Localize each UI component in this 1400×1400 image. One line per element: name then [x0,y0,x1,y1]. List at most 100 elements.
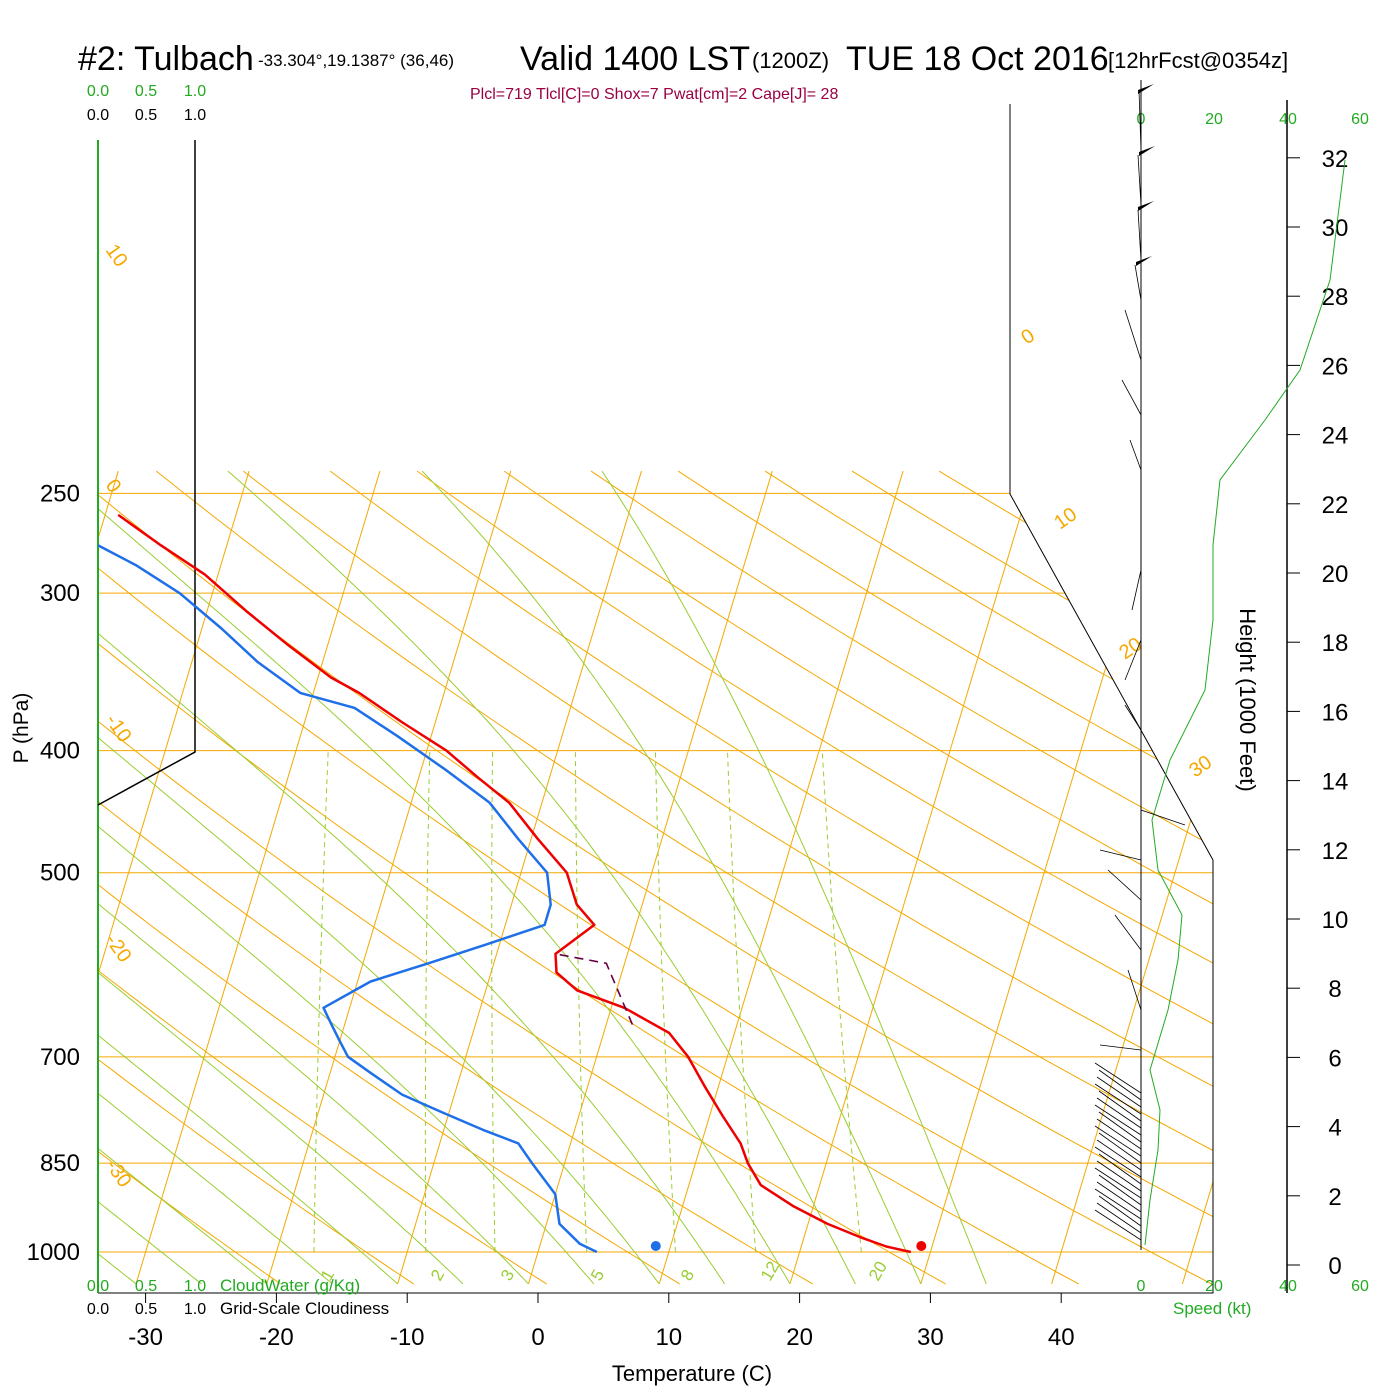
plot-frame [97,104,1214,1294]
height-tick-label: 12 [1322,838,1349,865]
speed-tick-label: 20 [1205,1278,1223,1295]
height-tick-label: 10 [1322,907,1349,934]
x-tick-label: 0 [531,1324,544,1351]
isotherm-line [135,470,381,1285]
height-tick-label: 8 [1328,976,1341,1003]
valid-time: Valid 1400 LST [520,40,750,78]
plot-border [98,104,1214,1294]
cloud-tick-label: 1.0 [184,1278,206,1295]
background-lines [98,470,1213,1285]
wind-barb [1094,1104,1142,1136]
wind-barb [1094,1125,1142,1157]
moist-adiabat-line [98,470,268,1285]
moist-adiabat-line [98,470,791,1285]
wind-barb [1124,639,1142,681]
wind-barb [1131,569,1142,611]
wind-barb [1098,1174,1142,1206]
pressure-tick-label: 1000 [27,1239,80,1266]
dry-adiabat-line [98,470,1213,1285]
isotherm-line [527,470,773,1285]
moist-adiabat-line [98,470,595,1285]
dry-adiabat-line [98,470,414,1285]
speed-tick-label: 40 [1279,111,1297,128]
height-tick-label: 16 [1322,699,1349,726]
wind-barb [1096,1076,1142,1108]
dry-adiabat-line [155,470,1213,1285]
x-tick-label: -20 [259,1324,294,1351]
dry-adiabat-line [98,470,281,1285]
moist-adiabat-line [98,470,333,1285]
dry-adiabat-line [98,470,813,1285]
speed-tick-label: 60 [1351,1278,1369,1295]
sounding-series [98,513,927,1254]
station-title: #2: Tulbach [78,40,254,78]
cloud-tick-label: 0.5 [135,1278,157,1295]
x-tick-label: 20 [786,1324,813,1351]
cloud-tick-label: 1.0 [184,107,206,124]
dry-adiabat-line [98,470,547,1285]
wind-barb [1137,209,1142,261]
cloud-tick-label: 0.5 [135,107,157,124]
height-tick-label: 18 [1322,630,1349,657]
wind-barb-flag [1139,146,1155,156]
parcel-line [555,953,634,1025]
height-tick-label: 22 [1322,492,1349,519]
wind-barb [1098,1195,1142,1227]
cloudiness-profile [97,140,196,806]
dry-adiabat-line [503,470,1213,1285]
wind-barb [1098,1111,1142,1143]
wind-barb [1129,439,1142,471]
wind-barb [1098,1132,1142,1164]
isotherm-line [658,470,904,1285]
isotherm-line [789,470,1035,1285]
wind-barb [1098,1090,1142,1122]
wind-barb [1094,1083,1142,1115]
x-tick-label: -30 [128,1324,163,1351]
cloud-tick-label: 0.0 [87,107,109,124]
wind-barb [1138,89,1142,151]
moist-adiabat-line [227,470,856,1285]
moist-adiabat-line [98,470,398,1285]
wind-barb [1096,1118,1142,1150]
wind-barb-flag [1136,256,1152,266]
dry-adiabat-line [329,470,1213,1285]
dewpoint-line [98,513,598,1254]
valid-date: TUE 18 Oct 2016 [846,40,1109,78]
moist-adiabat-line [98,470,660,1285]
speed-tick-label: 60 [1351,111,1369,128]
x-tick-label: 10 [655,1324,682,1351]
wind-barb [1099,1044,1142,1051]
cloud-tick-label: 0.0 [87,1278,109,1295]
wind-barb [1127,969,1142,1011]
wind-barb [1099,849,1142,861]
isotherm-line [266,470,512,1285]
height-tick-label: 4 [1328,1115,1341,1142]
wind-barb [1134,264,1142,301]
wind-barb [1137,154,1142,206]
mixing-ratio-line [654,750,676,1253]
height-tick-label: 6 [1328,1045,1341,1072]
sounding-indices: Plcl=719 Tlcl[C]=0 Shox=7 Pwat[cm]=2 Cap… [470,86,838,103]
wind-barb [1096,1139,1142,1171]
wind-barb [1096,1097,1142,1129]
mixing-ratio-line [821,750,862,1253]
moist-adiabat-line [98,470,202,1285]
dry-adiabat-line [677,470,1213,1285]
forecast-info: [12hrFcst@0354z] [1108,48,1288,73]
wind-barb [1096,1202,1142,1234]
surface-dewpoint-point [650,1241,661,1251]
moist-adiabat-line [98,470,529,1285]
cloud-water-label: CloudWater (g/Kg) [220,1276,360,1295]
height-tick-label: 24 [1322,423,1349,450]
cloudiness-label: Grid-Scale Cloudiness [220,1299,389,1318]
x-tick-label: 30 [917,1324,944,1351]
pressure-tick-label: 850 [40,1150,80,1177]
height-tick-label: 2 [1328,1184,1341,1211]
speed-tick-label: 20 [1205,111,1223,128]
x-axis-label: Temperature (C) [612,1361,772,1386]
pressure-tick-label: 400 [40,738,80,765]
isotherm-line [1051,470,1213,1285]
mixing-ratio-line [727,750,757,1253]
pressure-tick-label: 500 [40,860,80,887]
